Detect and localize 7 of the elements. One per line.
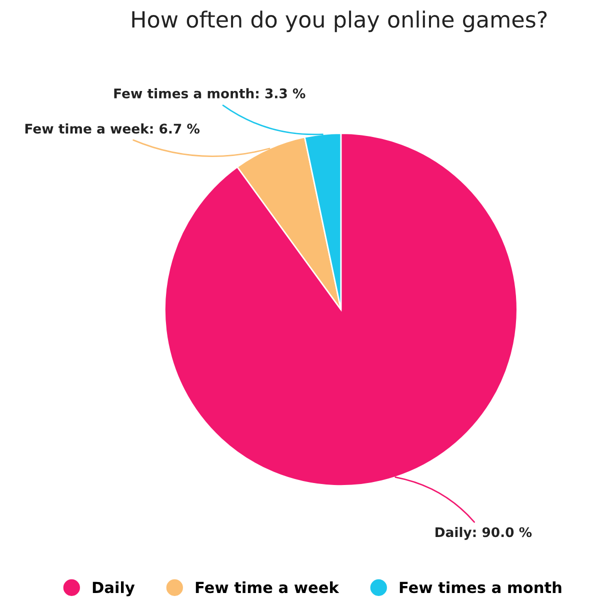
- legend-label: Few time a week: [196, 581, 340, 594]
- data-label: Few time a week: 6.7 %: [25, 123, 200, 134]
- data-label: Few times a month: 3.3 %: [114, 88, 306, 98]
- legend-label: Few times a month: [400, 581, 562, 594]
- chart-title: How often do you play online games?: [132, 10, 547, 32]
- legend-label: Daily: [92, 581, 135, 596]
- data-label: Daily: 90.0 %: [436, 526, 532, 540]
